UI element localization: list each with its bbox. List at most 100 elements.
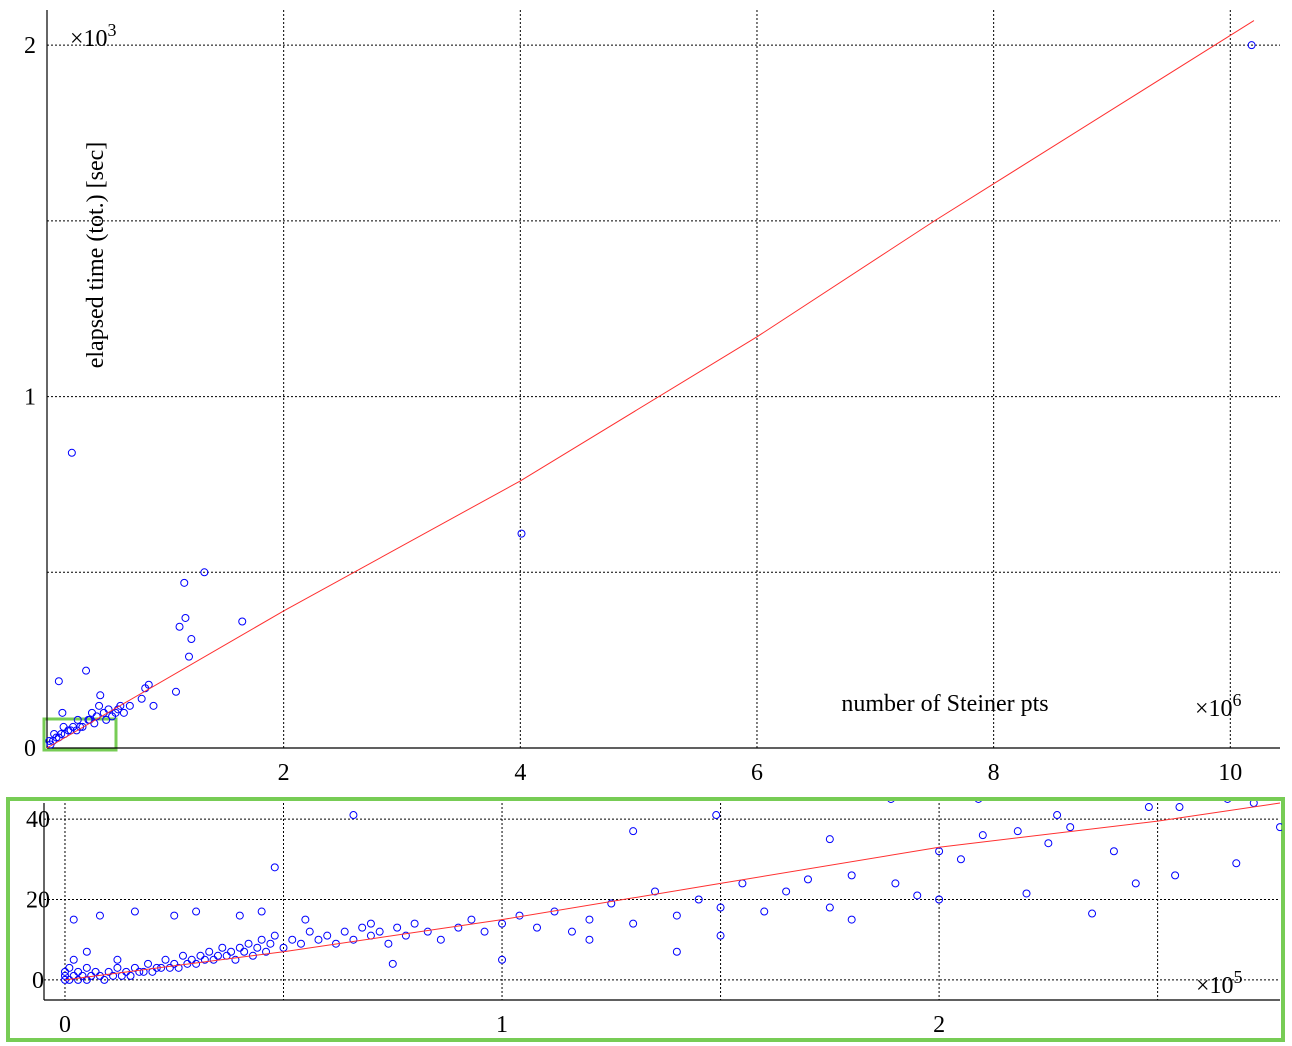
data-point: [1224, 801, 1232, 803]
plot-area: [45, 20, 1256, 749]
data-point: [956, 855, 965, 864]
data-point: [672, 911, 681, 920]
data-point: [349, 935, 358, 944]
data-point: [126, 971, 135, 980]
x-tick-label: 1: [496, 1012, 508, 1038]
data-point: [913, 891, 922, 900]
data-point: [69, 971, 78, 980]
data-point: [270, 931, 279, 940]
data-point: [517, 529, 526, 538]
zoom-frame: [6, 797, 1285, 1042]
data-point: [222, 951, 231, 960]
data-point: [82, 666, 91, 675]
data-point: [375, 927, 384, 936]
data-point: [349, 811, 358, 820]
data-point: [187, 955, 196, 964]
data-point: [130, 907, 139, 916]
data-point: [672, 947, 681, 956]
data-point: [266, 939, 275, 948]
data-point: [200, 568, 209, 577]
data-point: [73, 715, 82, 724]
data-point: [498, 955, 507, 964]
data-point: [1171, 871, 1180, 880]
data-point: [738, 879, 747, 888]
data-point: [238, 617, 247, 626]
data-point: [585, 935, 594, 944]
data-point: [366, 919, 375, 928]
y-axis-label: elapsed time (tot.) [sec]: [83, 142, 109, 369]
y-tick-label: 2: [24, 33, 36, 59]
data-point: [240, 947, 249, 956]
data-point: [1053, 811, 1062, 820]
data-point: [141, 684, 150, 693]
data-point: [629, 827, 638, 836]
data-point: [401, 931, 410, 940]
data-point: [1013, 827, 1022, 836]
data-point: [847, 871, 856, 880]
data-point: [165, 963, 174, 972]
data-point: [716, 903, 725, 912]
fit-line: [64, 802, 1281, 981]
data-point: [196, 951, 205, 960]
data-point: [978, 831, 987, 840]
x-tick-label: 0: [59, 1012, 71, 1038]
data-point: [82, 975, 91, 984]
data-point: [161, 955, 170, 964]
data-point: [60, 971, 69, 980]
data-point: [100, 975, 109, 984]
data-point: [192, 907, 201, 916]
data-point: [694, 895, 703, 904]
axis-multiplier: ×105: [1196, 967, 1243, 999]
data-point: [1088, 909, 1097, 918]
data-point: [279, 943, 288, 952]
axis-multiplier: ×103: [70, 20, 117, 52]
data-point: [340, 927, 349, 936]
data-point: [1109, 847, 1118, 856]
data-point: [423, 927, 432, 936]
multiplier-exponent: 3: [108, 20, 117, 40]
data-point: [102, 715, 111, 724]
data-point: [296, 939, 305, 948]
data-point: [410, 919, 419, 928]
data-point: [323, 931, 332, 940]
data-point: [67, 448, 76, 457]
data-point: [1175, 803, 1184, 812]
data-point: [144, 959, 153, 968]
data-point: [175, 622, 184, 631]
data-point: [59, 722, 68, 731]
data-point: [209, 955, 218, 964]
data-point: [69, 955, 78, 964]
data-point: [712, 811, 721, 820]
multiplier-exponent: 5: [1234, 967, 1243, 987]
data-point: [436, 935, 445, 944]
data-point: [137, 694, 146, 703]
data-point: [50, 729, 59, 738]
data-point: [78, 971, 87, 980]
data-point: [358, 923, 367, 932]
data-point: [69, 915, 78, 924]
data-point: [629, 919, 638, 928]
data-point: [1232, 859, 1241, 868]
data-point: [716, 931, 725, 940]
x-tick-label: 10: [1218, 760, 1242, 786]
data-point: [74, 975, 83, 984]
data-point: [125, 701, 134, 710]
data-point: [935, 895, 944, 904]
data-point: [170, 959, 179, 968]
data-point: [533, 923, 542, 932]
data-point: [393, 923, 402, 932]
data-point: [847, 915, 856, 924]
data-point: [227, 947, 236, 956]
data-point: [96, 691, 105, 700]
y-tick-label: 0: [24, 736, 36, 762]
data-point: [135, 967, 144, 976]
data-point: [95, 701, 104, 710]
data-point: [178, 951, 187, 960]
x-tick-label: 2: [278, 760, 290, 786]
data-point: [262, 947, 271, 956]
x-axis-label: number of Steiner pts: [841, 691, 1048, 717]
data-point: [384, 939, 393, 948]
data-point: [54, 677, 63, 686]
data-point: [82, 963, 91, 972]
